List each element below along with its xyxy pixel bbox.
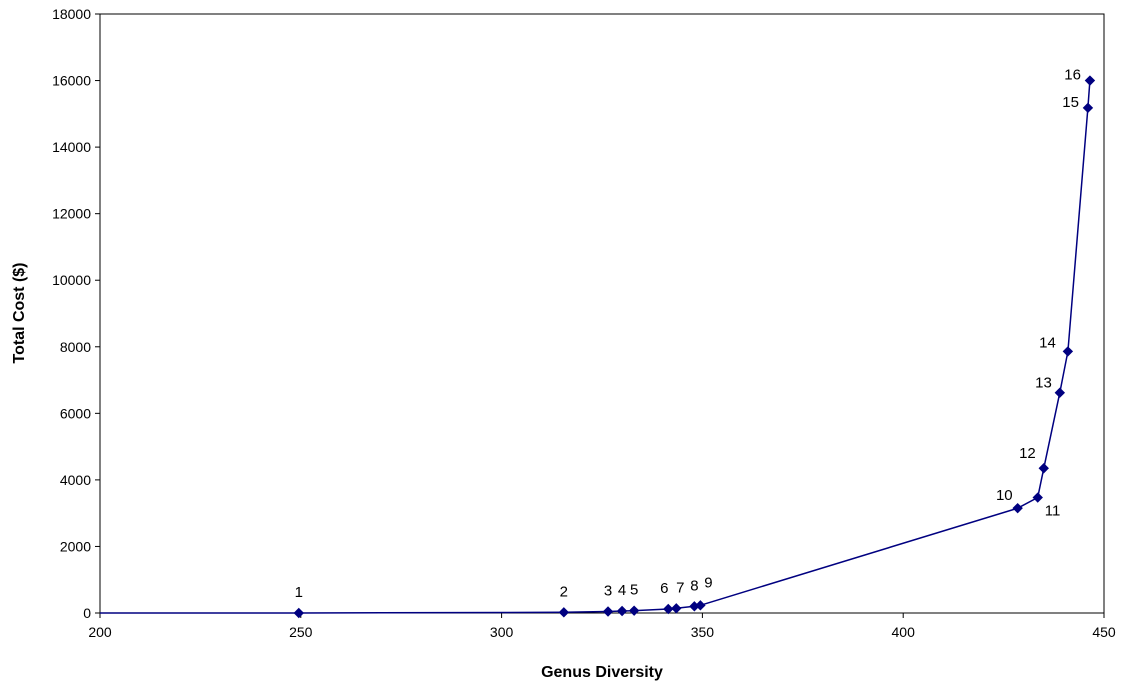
x-tick-label: 250 bbox=[289, 624, 313, 640]
data-point-label: 5 bbox=[630, 582, 638, 599]
data-point-label: 15 bbox=[1062, 94, 1079, 111]
y-axis-title: Total Cost ($) bbox=[11, 262, 28, 363]
data-point-label: 2 bbox=[560, 583, 568, 600]
x-tick-label: 300 bbox=[490, 624, 514, 640]
y-tick-label: 10000 bbox=[52, 272, 91, 288]
data-point-marker bbox=[602, 606, 614, 617]
y-tick-label: 6000 bbox=[60, 405, 91, 421]
series-markers bbox=[293, 75, 1096, 619]
data-point-label: 13 bbox=[1035, 375, 1052, 392]
plot-area bbox=[99, 13, 1105, 614]
y-tick-label: 0 bbox=[83, 605, 91, 621]
data-point-marker bbox=[1038, 463, 1049, 474]
data-point-marker bbox=[628, 605, 640, 616]
series-line bbox=[100, 80, 1091, 614]
x-axis-title: Genus Diversity bbox=[541, 664, 663, 681]
y-tick-label: 8000 bbox=[60, 339, 91, 355]
data-point-label: 6 bbox=[660, 580, 668, 597]
y-tick-label: 16000 bbox=[52, 73, 91, 89]
data-point-label: 10 bbox=[996, 487, 1013, 504]
data-point-label: 11 bbox=[1045, 503, 1061, 520]
data-point-label: 12 bbox=[1019, 445, 1036, 462]
y-tick-label: 12000 bbox=[52, 206, 91, 222]
y-tick-label: 2000 bbox=[60, 538, 91, 554]
data-point-label: 4 bbox=[618, 582, 626, 599]
x-tick-label: 400 bbox=[892, 624, 916, 640]
data-point-marker bbox=[558, 607, 570, 618]
y-tick-label: 4000 bbox=[60, 472, 91, 488]
y-tick-label: 18000 bbox=[52, 6, 91, 22]
data-point-label: 14 bbox=[1039, 334, 1056, 351]
x-tick-label: 200 bbox=[88, 624, 112, 640]
data-point-marker bbox=[616, 605, 628, 617]
data-point-label: 3 bbox=[604, 583, 612, 600]
x-axis: 200 250 300 350 400 450 bbox=[88, 613, 1116, 640]
data-point-marker bbox=[1012, 502, 1023, 514]
x-tick-label: 450 bbox=[1092, 624, 1116, 640]
data-point-label: 7 bbox=[676, 579, 684, 596]
data-point-marker bbox=[1054, 387, 1066, 398]
data-point-marker bbox=[293, 607, 304, 619]
data-point-marker bbox=[663, 603, 674, 615]
data-point-marker bbox=[695, 600, 706, 611]
data-point-marker bbox=[1082, 102, 1094, 114]
x-tick-label: 350 bbox=[691, 624, 715, 640]
data-point-marker bbox=[1084, 75, 1096, 86]
y-tick-label: 14000 bbox=[52, 139, 91, 155]
data-point-marker bbox=[671, 603, 682, 614]
data-point-label: 1 bbox=[295, 584, 303, 601]
data-point-label: 16 bbox=[1064, 67, 1081, 84]
data-point-label: 9 bbox=[704, 574, 712, 591]
data-point-marker bbox=[1032, 492, 1043, 503]
data-point-marker bbox=[1062, 346, 1074, 357]
data-point-label: 8 bbox=[690, 577, 698, 594]
y-axis: 0 2000 4000 6000 8000 10000 12000 14000 16000 180… bbox=[52, 6, 100, 621]
